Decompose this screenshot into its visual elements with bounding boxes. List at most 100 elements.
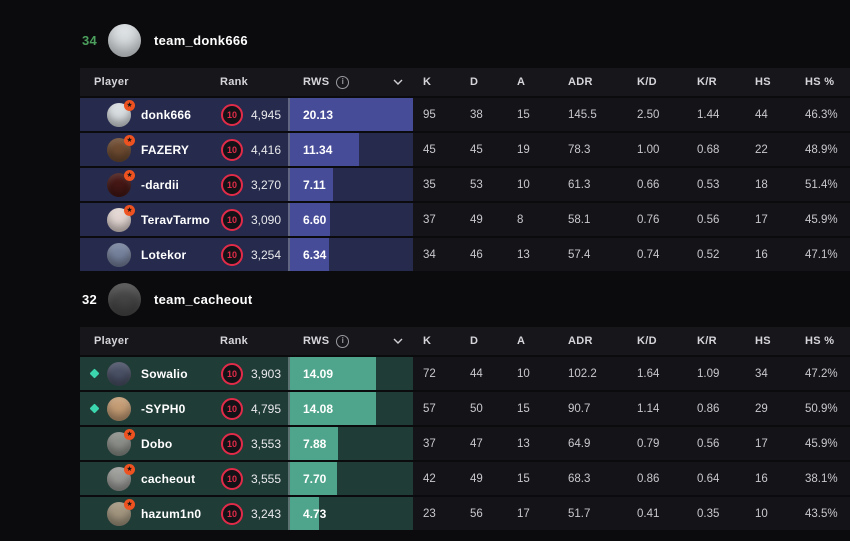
team-score: 34 [81, 32, 97, 48]
elo-value: 4,795 [251, 401, 282, 416]
player-row[interactable]: ★ hazum1n0 10 3,243 4.73 23 56 17 51.7 0… [80, 497, 850, 530]
chevron-down-icon[interactable] [393, 79, 403, 85]
player-name[interactable]: -SYPH0 [141, 401, 186, 416]
stat-kr: 0.68 [687, 133, 745, 166]
chevron-down-icon[interactable] [393, 338, 403, 344]
player-cell: ★ hazum1n0 [80, 497, 210, 530]
team-stats-table: Player Rank RWS i K D A ADR K/D K/R HS H… [80, 327, 850, 530]
player-avatar[interactable]: ★ [107, 428, 135, 456]
star-badge-icon: ★ [124, 428, 135, 440]
player-avatar[interactable] [107, 242, 131, 267]
team-avatar[interactable] [108, 282, 141, 316]
player-avatar[interactable]: ★ [107, 169, 135, 197]
column-header-rws: RWS i [288, 68, 413, 96]
stat-assists: 15 [507, 462, 558, 495]
skill-level-value: 10 [226, 214, 237, 225]
column-header-a: A [517, 335, 526, 347]
column-header-adr: ADR [568, 335, 593, 347]
stat-hs: 10 [745, 497, 795, 530]
player-row[interactable]: ★ cacheout 10 3,555 7.70 42 49 15 68.3 0… [80, 462, 850, 495]
column-header-d: D [470, 76, 479, 88]
table-header-row: Player Rank RWS i K D A ADR K/D K/R HS H… [80, 68, 850, 96]
rank-cell: 10 4,416 [210, 133, 288, 166]
team-avatar[interactable] [108, 23, 141, 57]
player-row[interactable]: ★ donk666 10 4,945 20.13 95 38 15 145.5 … [80, 98, 850, 131]
stat-assists: 19 [507, 133, 558, 166]
star-badge-icon: ★ [124, 169, 135, 181]
stat-kr: 0.52 [687, 238, 745, 271]
stat-kills: 23 [413, 497, 460, 530]
team-name[interactable]: team_donk666 [154, 32, 248, 48]
player-row[interactable]: -SYPH0 10 4,795 14.08 57 50 15 90.7 1.14… [80, 392, 850, 425]
rws-value: 6.60 [303, 212, 327, 227]
stat-adr: 58.1 [558, 203, 627, 236]
rws-value: 4.73 [303, 506, 327, 521]
player-cell: ★ FAZERY [80, 133, 210, 166]
player-cell: ★ -dardii [80, 168, 210, 201]
rws-bar-fill [290, 168, 334, 201]
player-avatar[interactable]: ★ [107, 204, 135, 232]
rws-cell: 4.73 [288, 497, 413, 530]
rws-cell: 20.13 [288, 98, 413, 131]
stat-hs: 17 [745, 427, 795, 460]
stat-adr: 61.3 [558, 168, 627, 201]
player-row[interactable]: ★ TeravTarmo 10 3,090 6.60 37 49 8 58.1 … [80, 203, 850, 236]
stat-adr: 78.3 [558, 133, 627, 166]
stat-assists: 13 [507, 238, 558, 271]
premium-diamond-icon [87, 368, 102, 379]
player-row[interactable]: ★ -dardii 10 3,270 7.11 35 53 10 61.3 0.… [80, 168, 850, 201]
info-icon[interactable]: i [336, 334, 350, 348]
skill-level-icon: 10 [221, 362, 243, 385]
stat-deaths: 46 [460, 238, 507, 271]
stat-kills: 57 [413, 392, 460, 425]
rws-value: 7.70 [303, 471, 327, 486]
rws-cell: 7.88 [288, 427, 413, 460]
player-row[interactable]: Sowalio 10 3,903 14.09 72 44 10 102.2 1.… [80, 357, 850, 390]
column-header-hs: HS [755, 76, 771, 88]
player-name[interactable]: donk666 [141, 107, 192, 122]
team-name[interactable]: team_cacheout [154, 291, 253, 307]
column-header-kr: K/R [697, 76, 717, 88]
player-name[interactable]: FAZERY [141, 142, 190, 157]
stat-adr: 90.7 [558, 392, 627, 425]
player-row[interactable]: ★ FAZERY 10 4,416 11.34 45 45 19 78.3 1.… [80, 133, 850, 166]
player-avatar[interactable] [107, 361, 131, 386]
stat-kd: 0.79 [627, 427, 687, 460]
player-avatar[interactable] [107, 396, 131, 421]
player-avatar[interactable]: ★ [107, 134, 135, 162]
skill-level-icon: 10 [221, 103, 243, 126]
stat-kd: 2.50 [627, 98, 687, 131]
rws-value: 6.34 [303, 247, 327, 262]
player-name[interactable]: TeravTarmo [141, 212, 210, 227]
stat-deaths: 53 [460, 168, 507, 201]
elo-value: 3,555 [251, 471, 282, 486]
stat-kd: 0.76 [627, 203, 687, 236]
stat-deaths: 56 [460, 497, 507, 530]
info-icon[interactable]: i [336, 75, 350, 89]
player-row[interactable]: ★ Dobo 10 3,553 7.88 37 47 13 64.9 0.79 … [80, 427, 850, 460]
rank-cell: 10 3,243 [210, 497, 288, 530]
player-name[interactable]: -dardii [141, 177, 180, 192]
rws-value: 7.88 [303, 436, 327, 451]
player-name[interactable]: Dobo [141, 436, 173, 451]
column-header-d: D [470, 335, 479, 347]
table-body: Sowalio 10 3,903 14.09 72 44 10 102.2 1.… [80, 357, 850, 530]
stat-kills: 45 [413, 133, 460, 166]
player-avatar[interactable]: ★ [107, 463, 135, 491]
player-cell: ★ TeravTarmo [80, 203, 210, 236]
skill-level-icon: 10 [221, 243, 243, 266]
player-row[interactable]: Lotekor 10 3,254 6.34 34 46 13 57.4 0.74… [80, 238, 850, 271]
rws-bar-fill [290, 427, 339, 460]
player-avatar[interactable]: ★ [107, 99, 135, 127]
rws-value: 20.13 [303, 107, 334, 122]
player-avatar[interactable]: ★ [107, 498, 135, 526]
skill-level-icon: 10 [221, 208, 243, 231]
player-name[interactable]: cacheout [141, 471, 196, 486]
stat-kills: 72 [413, 357, 460, 390]
player-cell: Lotekor [80, 238, 210, 271]
player-name[interactable]: hazum1n0 [141, 506, 202, 521]
stat-kr: 0.53 [687, 168, 745, 201]
rank-cell: 10 3,254 [210, 238, 288, 271]
player-name[interactable]: Sowalio [141, 366, 188, 381]
player-name[interactable]: Lotekor [141, 247, 187, 262]
